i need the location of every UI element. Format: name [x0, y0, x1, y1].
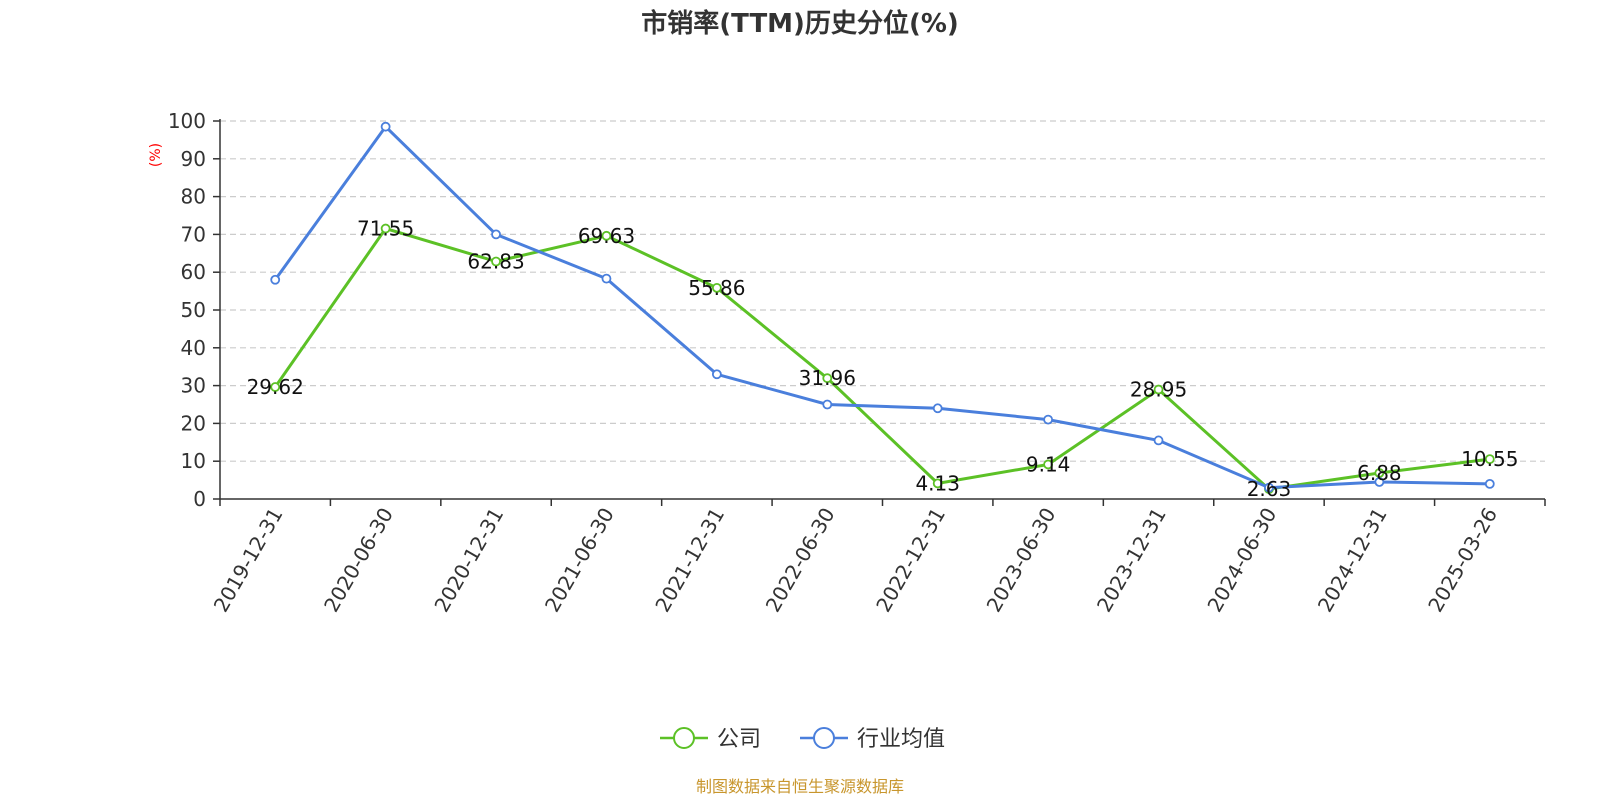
data-point	[822, 373, 833, 384]
y-axis-ticks: 0 10 20 30 40 50 60 70 80 90 100	[168, 109, 220, 511]
data-label: 28.95	[1130, 378, 1187, 402]
y-tick-label: 30	[181, 374, 206, 398]
y-tick-label: 100	[168, 109, 206, 133]
series-2	[270, 121, 1495, 493]
data-label: 55.86	[688, 276, 745, 300]
x-tick-label: 2025-03-26	[1423, 504, 1502, 617]
data-label: 29.62	[247, 375, 304, 399]
x-tick-label: 2022-12-31	[871, 503, 950, 616]
series-group	[270, 121, 1495, 494]
data-point	[601, 230, 612, 241]
data-label: 6.88	[1357, 461, 1402, 485]
data-label: 69.63	[578, 224, 635, 248]
data-point	[711, 282, 722, 293]
x-tick-label: 2021-06-30	[540, 504, 619, 617]
x-tick-label: 2020-06-30	[319, 504, 398, 617]
data-point	[822, 399, 833, 410]
y-tick-label: 40	[181, 336, 206, 360]
data-point	[270, 382, 281, 392]
data-point	[1043, 459, 1054, 470]
data-label: 71.55	[357, 217, 414, 241]
data-point	[711, 369, 722, 380]
data-point	[601, 273, 612, 284]
y-tick-label: 20	[181, 411, 206, 435]
chart-title: 市销率(TTM)历史分位(%)	[641, 8, 959, 39]
data-point	[932, 478, 943, 489]
x-tick-label: 2019-12-31	[209, 504, 288, 617]
grid-lines	[220, 120, 1545, 462]
x-tick-label: 2023-06-30	[982, 504, 1061, 617]
source-note: 制图数据来自恒生聚源数据库	[696, 777, 904, 796]
data-point	[1484, 478, 1495, 489]
x-tick-label: 2024-12-31	[1313, 504, 1392, 617]
legend-label: 公司	[717, 727, 761, 752]
data-point	[1374, 468, 1385, 478]
legend-item-1[interactable]: 公司	[660, 727, 761, 752]
axes	[219, 119, 1545, 500]
x-tick-label: 2022-06-30	[761, 504, 840, 617]
data-label: 4.13	[915, 471, 960, 495]
data-point	[932, 403, 943, 414]
series-line	[273, 226, 1490, 491]
legend-item-2[interactable]: 行业均值	[800, 727, 945, 752]
y-tick-label: 50	[181, 298, 206, 322]
y-tick-label: 70	[181, 222, 206, 246]
x-tick-label: 2023-12-31	[1092, 504, 1171, 617]
x-axis-ticks: 2019-12-31 2020-06-30 2020-12-31 2021-06-30…	[209, 499, 1546, 617]
data-point	[270, 274, 281, 285]
y-axis-label: (%)	[148, 143, 164, 167]
data-point	[1374, 477, 1385, 487]
data-point	[1153, 435, 1164, 446]
y-tick-label: 60	[181, 260, 206, 284]
data-point	[1264, 482, 1274, 493]
data-point	[491, 256, 501, 267]
data-point	[491, 229, 501, 240]
data-point	[380, 121, 391, 132]
series-line	[273, 124, 1490, 490]
y-tick-label: 90	[181, 147, 206, 171]
legend-marker-icon	[673, 727, 695, 749]
series-1	[270, 223, 1495, 494]
legend-marker-icon	[813, 727, 835, 749]
data-label: 62.83	[467, 250, 524, 274]
data-label: 31.96	[799, 366, 856, 390]
x-tick-label: 2021-12-31	[650, 504, 729, 617]
data-label: 10.55	[1461, 447, 1518, 471]
data-labels: 29.62 71.55 62.83 69.63 55.86 31.96 4.13 9.14 28…	[247, 217, 1519, 502]
data-point	[1484, 454, 1495, 465]
data-label: 9.14	[1026, 452, 1071, 476]
y-tick-label: 0	[193, 487, 206, 511]
legend[interactable]: 公司 行业均值	[660, 727, 945, 752]
data-label: 2.63	[1247, 477, 1292, 501]
legend-label: 行业均值	[857, 727, 945, 752]
data-point	[1153, 384, 1164, 395]
data-point	[1043, 414, 1054, 425]
data-point	[380, 223, 391, 234]
x-tick-label: 2020-12-31	[429, 503, 508, 616]
y-tick-label: 10	[181, 449, 206, 473]
x-tick-label: 2024-06-30	[1202, 504, 1281, 617]
y-tick-label: 80	[181, 185, 206, 209]
